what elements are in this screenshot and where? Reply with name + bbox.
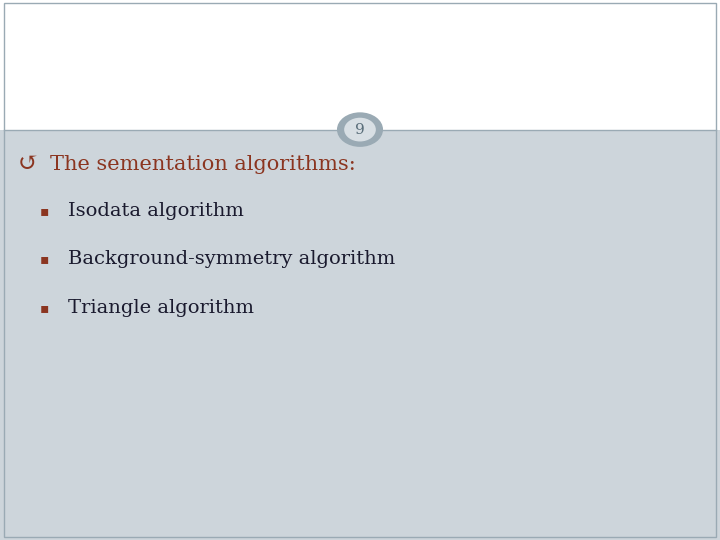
Text: ↺: ↺ <box>18 153 39 176</box>
Circle shape <box>337 112 383 147</box>
Text: 9: 9 <box>355 123 365 137</box>
Text: Isodata algorithm: Isodata algorithm <box>68 201 244 220</box>
Text: The sementation algorithms:: The sementation algorithms: <box>50 155 356 174</box>
Text: Background-symmetry algorithm: Background-symmetry algorithm <box>68 250 396 268</box>
Text: ▪: ▪ <box>40 204 49 218</box>
FancyBboxPatch shape <box>0 130 720 540</box>
Text: ▪: ▪ <box>40 252 49 266</box>
Circle shape <box>344 118 376 141</box>
Text: ▪: ▪ <box>40 301 49 315</box>
Text: Triangle algorithm: Triangle algorithm <box>68 299 254 317</box>
FancyBboxPatch shape <box>0 0 720 130</box>
